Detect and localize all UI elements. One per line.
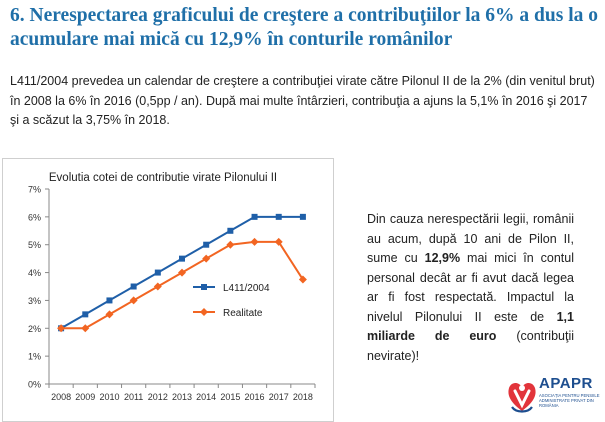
highlight-amount: 1,1 miliarde de euro bbox=[367, 309, 574, 344]
x-tick-label: 2010 bbox=[99, 392, 119, 402]
data-point-2 bbox=[105, 310, 114, 319]
apapr-logo: APAPR Asociația pentru pensiile administ… bbox=[506, 375, 602, 419]
side-text-part: (contribuţii nevirate)! bbox=[367, 329, 575, 363]
data-point-2 bbox=[202, 254, 211, 263]
x-tick-label: 2008 bbox=[51, 392, 71, 402]
data-point-2 bbox=[250, 237, 259, 246]
legend-marker bbox=[201, 284, 207, 290]
data-point-2 bbox=[274, 237, 283, 246]
data-point-1 bbox=[179, 255, 185, 262]
x-tick-label: 2014 bbox=[196, 392, 216, 402]
data-point-1 bbox=[275, 213, 282, 220]
legend-marker bbox=[200, 308, 208, 316]
data-point-1 bbox=[251, 213, 258, 220]
legend-label: L411/2004 bbox=[223, 283, 270, 294]
x-tick-label: 2009 bbox=[75, 392, 95, 402]
chart-title: Evolutia cotei de contributie virate Pil… bbox=[49, 172, 277, 184]
page-title: 6. Nerespectarea graficului de creştere … bbox=[10, 5, 598, 50]
data-point-1 bbox=[154, 269, 161, 276]
data-point-1 bbox=[299, 213, 306, 220]
x-tick-label: 2011 bbox=[124, 392, 143, 402]
x-tick-label: 2018 bbox=[293, 392, 313, 402]
data-point-2 bbox=[129, 296, 138, 305]
chart-container: Evolutia cotei de contributie virate Pil… bbox=[2, 158, 334, 422]
data-point-2 bbox=[81, 324, 90, 333]
data-point-2 bbox=[226, 240, 235, 249]
legend-label: Realitate bbox=[223, 308, 263, 319]
data-point-1 bbox=[130, 283, 137, 290]
x-tick-label: 2017 bbox=[269, 392, 289, 402]
contribution-line-chart: Evolutia cotei de contributie virate Pil… bbox=[28, 172, 316, 402]
side-text-part: mai mici în contul personal decât ar fi … bbox=[367, 251, 575, 304]
data-point-2 bbox=[57, 324, 66, 333]
y-tick-label: 7% bbox=[28, 185, 41, 195]
logo-name: APAPR bbox=[539, 375, 593, 392]
x-tick-label: 2012 bbox=[148, 392, 168, 402]
side-text-part: Impactul la nivelul Pilonului II este de bbox=[367, 290, 574, 324]
data-point-1 bbox=[203, 241, 210, 248]
data-point-1 bbox=[227, 227, 234, 234]
highlight-percent: 12,9% bbox=[424, 251, 461, 265]
side-text: Din cauza nerespectării legii, românii a… bbox=[367, 210, 574, 366]
side-text-part: Din cauza nerespectării legii, românii a… bbox=[367, 212, 574, 265]
data-point-1 bbox=[106, 297, 113, 304]
y-tick-label: 0% bbox=[28, 380, 41, 390]
data-point-2 bbox=[298, 275, 307, 284]
y-tick-label: 1% bbox=[28, 352, 41, 362]
data-point-1 bbox=[82, 311, 89, 318]
y-tick-label: 2% bbox=[28, 324, 41, 334]
y-tick-label: 6% bbox=[28, 212, 41, 222]
logo-heart-icon bbox=[508, 382, 536, 413]
x-tick-label: 2015 bbox=[220, 392, 240, 402]
data-point-2 bbox=[178, 268, 186, 277]
x-tick-label: 2013 bbox=[172, 392, 192, 402]
logo-subtitle: Asociația pentru pensiile administrate p… bbox=[539, 393, 600, 408]
intro-paragraph: L411/2004 prevedea un calendar de creşte… bbox=[10, 74, 595, 127]
y-tick-label: 3% bbox=[28, 296, 41, 306]
y-tick-label: 4% bbox=[28, 268, 41, 278]
x-tick-label: 2016 bbox=[245, 392, 265, 402]
y-tick-label: 5% bbox=[28, 240, 41, 250]
data-point-2 bbox=[153, 282, 162, 291]
